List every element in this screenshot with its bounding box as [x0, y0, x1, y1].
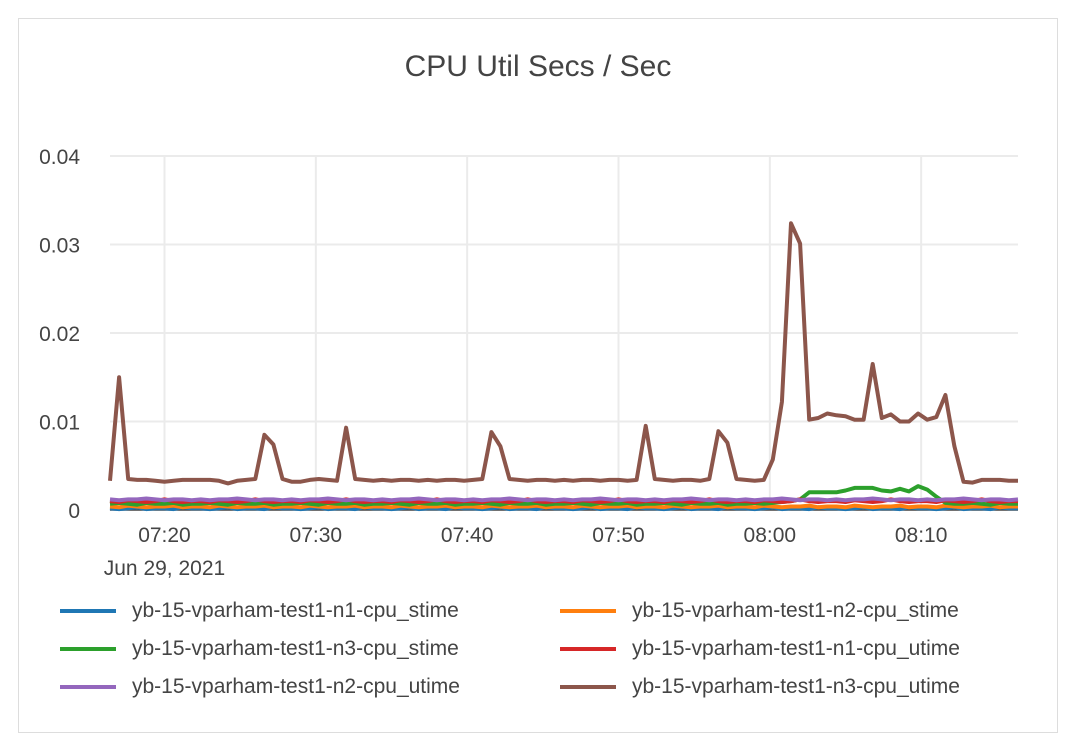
y-tick-label: 0.04 — [39, 146, 80, 169]
legend-item[interactable]: yb-15-vparham-test1-n3-cpu_utime — [560, 668, 960, 706]
legend-swatch — [60, 647, 116, 651]
x-tick-sublabel: Jun 29, 2021 — [104, 557, 225, 580]
legend-item[interactable]: yb-15-vparham-test1-n2-cpu_utime — [60, 668, 460, 706]
legend-label: yb-15-vparham-test1-n3-cpu_utime — [632, 675, 960, 698]
y-tick-label: 0.03 — [39, 235, 80, 258]
series-line-2 — [109, 503, 1018, 510]
y-tick-label: 0.01 — [39, 412, 80, 435]
x-tick-label: 08:10 — [895, 524, 948, 547]
legend-label: yb-15-vparham-test1-n2-cpu_utime — [132, 675, 460, 698]
x-tick-label: 07:50 — [592, 524, 645, 547]
legend-item[interactable]: yb-15-vparham-test1-n3-cpu_stime — [60, 630, 459, 668]
legend-swatch — [60, 609, 116, 613]
y-tick-label: 0.02 — [39, 323, 80, 346]
legend-label: yb-15-vparham-test1-n1-cpu_stime — [132, 599, 459, 622]
legend-label: yb-15-vparham-test1-n2-cpu_stime — [632, 599, 959, 622]
legend-swatch — [60, 685, 116, 689]
x-tick-label: 07:40 — [441, 524, 494, 547]
x-tick-label: 08:00 — [744, 524, 797, 547]
legend-label: yb-15-vparham-test1-n1-cpu_utime — [632, 637, 960, 660]
series-line-3 — [109, 484, 1018, 507]
x-tick-label: 07:30 — [290, 524, 343, 547]
legend-item[interactable]: yb-15-vparham-test1-n1-cpu_utime — [560, 630, 960, 668]
legend-swatch — [560, 609, 616, 613]
y-tick-label: 0 — [68, 500, 80, 523]
legend-label: yb-15-vparham-test1-n3-cpu_stime — [132, 637, 459, 660]
legend-item[interactable]: yb-15-vparham-test1-n2-cpu_stime — [560, 592, 959, 630]
series-line-6 — [108, 221, 1018, 486]
chart-frame — [18, 18, 1058, 733]
legend: yb-15-vparham-test1-n1-cpu_stime yb-15-vp… — [60, 592, 1050, 712]
chart-title: CPU Util Secs / Sec — [404, 50, 672, 83]
legend-swatch — [560, 647, 616, 651]
legend-item[interactable]: yb-15-vparham-test1-n1-cpu_stime — [60, 592, 459, 630]
legend-swatch — [560, 685, 616, 689]
x-tick-label: 07:20 — [138, 524, 191, 547]
series-line-5 — [109, 496, 1019, 503]
